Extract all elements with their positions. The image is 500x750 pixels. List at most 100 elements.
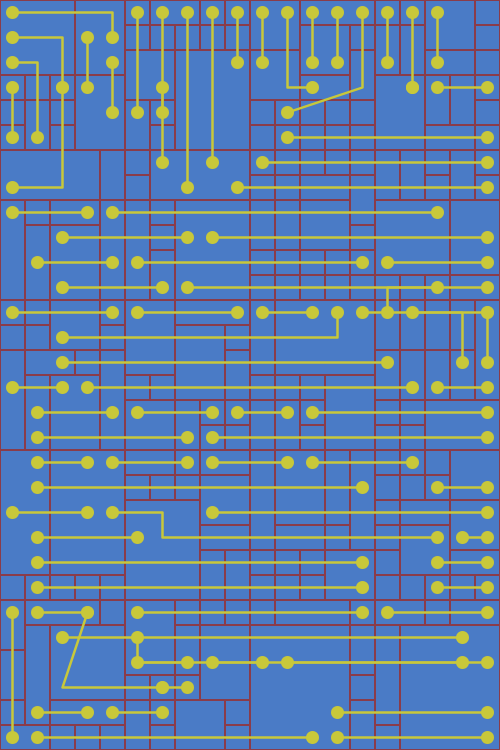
terminal xyxy=(306,456,319,469)
terminal xyxy=(431,6,444,19)
terminal xyxy=(431,56,444,69)
terminal xyxy=(231,181,244,194)
terminal xyxy=(306,406,319,419)
terminal xyxy=(306,306,319,319)
terminal xyxy=(331,706,344,719)
terminal xyxy=(206,431,219,444)
terminal xyxy=(331,306,344,319)
terminal xyxy=(256,156,269,169)
terminal xyxy=(106,106,119,119)
terminal xyxy=(181,456,194,469)
terminal xyxy=(381,356,394,369)
terminal xyxy=(231,6,244,19)
terminal xyxy=(31,531,44,544)
terminal xyxy=(81,706,94,719)
terminal xyxy=(31,406,44,419)
terminal xyxy=(481,581,494,594)
terminal xyxy=(381,606,394,619)
terminal xyxy=(106,706,119,719)
terminal xyxy=(456,656,469,669)
terminal xyxy=(206,656,219,669)
terminal xyxy=(131,606,144,619)
wire xyxy=(12,87,64,189)
terminal xyxy=(31,256,44,269)
terminal xyxy=(6,6,19,19)
terminal xyxy=(431,556,444,569)
terminal xyxy=(56,231,69,244)
terminal xyxy=(281,456,294,469)
terminal xyxy=(106,56,119,69)
terminal xyxy=(231,56,244,69)
terminal xyxy=(356,606,369,619)
terminal xyxy=(56,281,69,294)
terminal xyxy=(481,181,494,194)
terminal xyxy=(481,481,494,494)
terminal xyxy=(281,656,294,669)
terminal xyxy=(131,306,144,319)
terminal xyxy=(481,156,494,169)
terminal xyxy=(481,506,494,519)
terminal xyxy=(56,381,69,394)
terminal xyxy=(81,81,94,94)
terminal xyxy=(181,281,194,294)
terminal xyxy=(156,681,169,694)
terminal xyxy=(481,356,494,369)
terminal xyxy=(156,156,169,169)
terminal xyxy=(231,406,244,419)
terminal xyxy=(481,306,494,319)
terminal xyxy=(256,306,269,319)
terminal xyxy=(81,31,94,44)
terminal xyxy=(456,631,469,644)
wire xyxy=(287,12,364,114)
terminal xyxy=(6,181,19,194)
terminal xyxy=(181,656,194,669)
terminal xyxy=(481,406,494,419)
terminal xyxy=(156,281,169,294)
terminal xyxy=(431,206,444,219)
terminal xyxy=(181,6,194,19)
terminal xyxy=(206,231,219,244)
terminal xyxy=(431,281,444,294)
terminal xyxy=(31,706,44,719)
terminal xyxy=(131,406,144,419)
terminal xyxy=(6,131,19,144)
terminals xyxy=(6,6,494,744)
terminal xyxy=(356,256,369,269)
terminal xyxy=(481,231,494,244)
terminal xyxy=(106,256,119,269)
terminal xyxy=(31,581,44,594)
terminal xyxy=(481,81,494,94)
terminal xyxy=(481,256,494,269)
terminal xyxy=(456,531,469,544)
terminal xyxy=(6,506,19,519)
terminal xyxy=(181,431,194,444)
terminal xyxy=(481,131,494,144)
terminal xyxy=(106,31,119,44)
terminal xyxy=(6,606,19,619)
terminal xyxy=(256,656,269,669)
terminal xyxy=(381,306,394,319)
terminal xyxy=(56,631,69,644)
terminal xyxy=(106,206,119,219)
terminal xyxy=(6,306,19,319)
terminal xyxy=(156,81,169,94)
terminal xyxy=(431,531,444,544)
terminal xyxy=(356,481,369,494)
terminal xyxy=(406,456,419,469)
cell-block xyxy=(399,624,500,750)
terminal xyxy=(356,6,369,19)
terminal xyxy=(356,306,369,319)
wire xyxy=(112,511,438,539)
terminal xyxy=(6,381,19,394)
terminal xyxy=(306,56,319,69)
terminal xyxy=(231,306,244,319)
wire xyxy=(12,11,114,38)
wire xyxy=(62,312,339,339)
terminal xyxy=(206,6,219,19)
terminal xyxy=(406,6,419,19)
terminal xyxy=(481,656,494,669)
terminal xyxy=(406,306,419,319)
terminal xyxy=(181,181,194,194)
terminal xyxy=(31,481,44,494)
